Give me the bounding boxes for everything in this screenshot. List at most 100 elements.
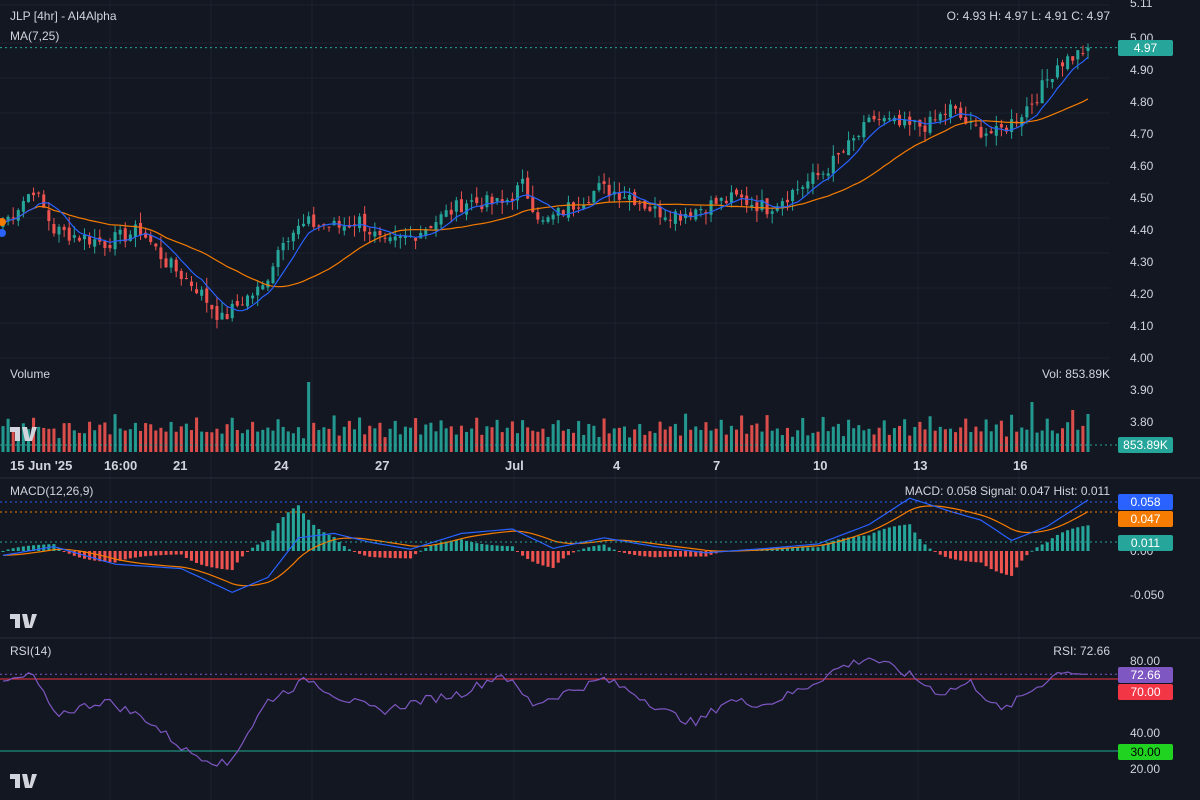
macd-histogram-bar [1035, 547, 1039, 551]
volume-bar [485, 426, 489, 452]
candle-body [628, 194, 632, 200]
price-axis-tick: 4.60 [1130, 159, 1154, 173]
volume-bar [974, 426, 978, 452]
volume-bar [1035, 432, 1039, 452]
rsi-axis-tick: 40.00 [1130, 726, 1160, 740]
volume-bar [673, 423, 677, 452]
volume-bar [235, 429, 239, 452]
macd-histogram-bar [322, 532, 326, 551]
macd-histogram-bar [551, 551, 555, 568]
macd-histogram-bar [1015, 551, 1019, 568]
macd-histogram-bar [337, 542, 341, 551]
macd-histogram-bar [388, 551, 392, 558]
candle-body [847, 140, 851, 156]
macd-histogram-bar [694, 551, 698, 557]
macd-histogram-bar [403, 551, 407, 559]
candle-body [597, 183, 601, 191]
volume-bar [933, 430, 937, 452]
candle-body [62, 226, 66, 231]
candle-body [510, 198, 514, 201]
candle-body [424, 229, 428, 236]
macd-histogram-bar [994, 551, 998, 572]
ma25-line [2, 98, 1089, 288]
volume-bar [989, 431, 993, 452]
volume-bar [352, 429, 356, 452]
volume-bar [266, 427, 270, 452]
volume-bar [67, 423, 71, 452]
volume-bar [154, 430, 158, 452]
volume-bar [98, 424, 102, 452]
macd-histogram-bar [628, 551, 632, 555]
volume-bar [780, 435, 784, 452]
volume-bar [622, 426, 626, 452]
volume-bar [174, 431, 178, 452]
candle-body [266, 280, 270, 288]
macd-histogram-bar [607, 547, 611, 551]
candle-body [77, 237, 81, 241]
macd-histogram-bar [490, 545, 494, 551]
volume-bar [271, 430, 275, 452]
candle-body [566, 202, 570, 218]
volume-bar [495, 419, 499, 452]
volume-bar [1015, 431, 1019, 452]
time-axis-label: 13 [913, 458, 927, 473]
volume-bar [470, 428, 474, 452]
candle-body [999, 124, 1003, 128]
volume-bar [210, 432, 214, 452]
macd-histogram-bar [862, 535, 866, 551]
volume-bar [699, 429, 703, 452]
time-axis-label: Jul [505, 458, 524, 473]
macd-histogram-bar [587, 547, 591, 551]
macd-histogram-bar [831, 540, 835, 551]
volume-bar [189, 430, 193, 452]
candle-body [862, 122, 866, 138]
candle-body [714, 197, 718, 204]
volume-bar [959, 427, 963, 452]
volume-bar [724, 434, 728, 452]
candle-body [52, 224, 56, 234]
candle-body [918, 119, 922, 127]
candle-body [149, 235, 153, 242]
candle-body [556, 208, 560, 216]
macd-signal-line [2, 505, 1089, 587]
candle-body [760, 199, 764, 211]
candle-body [42, 194, 46, 208]
volume-bar [1086, 414, 1090, 452]
candle-body [750, 205, 754, 208]
macd-badge: 0.058 [1118, 494, 1173, 510]
price-axis-tick: 3.90 [1130, 383, 1154, 397]
volume-bar [740, 415, 744, 452]
volume-bar [261, 429, 265, 452]
volume-bar [403, 426, 407, 452]
volume-bar [6, 418, 10, 452]
candle-body [923, 125, 927, 132]
volume-bar [643, 434, 647, 452]
volume-bar [867, 428, 871, 452]
candle-body [490, 196, 494, 205]
volume-bar [337, 435, 341, 452]
macd-histogram-bar [521, 551, 525, 556]
macd-histogram-bar [791, 547, 795, 551]
candle-body [296, 225, 300, 235]
candle-body [913, 121, 917, 123]
macd-histogram-bar [363, 551, 367, 556]
macd-histogram-bar [475, 543, 479, 551]
macd-histogram-bar [612, 549, 616, 551]
macd-histogram-bar [184, 551, 188, 558]
volume-bar [454, 434, 458, 452]
volume-bar [429, 422, 433, 452]
macd-histogram-bar [1071, 528, 1075, 551]
candle-body [200, 289, 204, 296]
macd-histogram-bar [266, 540, 270, 551]
volume-bar [62, 423, 66, 452]
volume-bar [755, 423, 759, 452]
volume-bar [811, 432, 815, 452]
candle-body [785, 199, 789, 203]
volume-bar [551, 424, 555, 452]
volume-bar [388, 428, 392, 452]
candle-body [898, 114, 902, 126]
macd-histogram-bar [276, 523, 280, 551]
volume-bar [908, 435, 912, 452]
candle-body [1076, 50, 1080, 60]
rsi-pane-label: RSI(14) [10, 644, 52, 658]
